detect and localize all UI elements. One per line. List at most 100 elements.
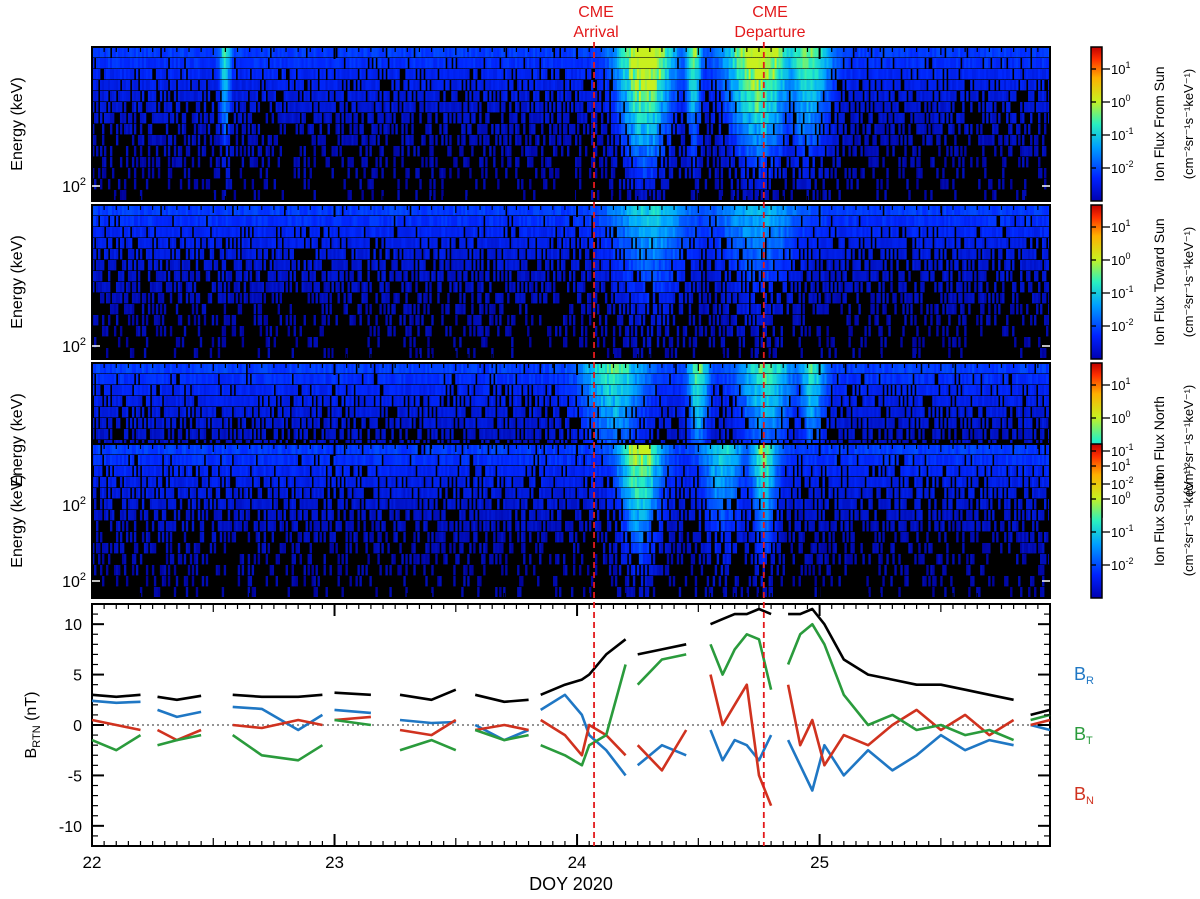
heatmap-cell <box>630 80 634 91</box>
heatmap-cell <box>239 168 243 179</box>
heatmap-cell <box>628 80 632 91</box>
heatmap-cell <box>962 113 965 124</box>
heatmap-cell <box>203 80 207 91</box>
heatmap-cell <box>217 69 221 80</box>
heatmap-cell <box>291 69 294 80</box>
heatmap-cell <box>235 80 239 91</box>
heatmap-cell <box>467 157 470 168</box>
heatmap-cell <box>167 69 171 80</box>
heatmap-cell <box>385 113 388 124</box>
heatmap-cell <box>870 102 873 113</box>
heatmap-cell <box>313 146 316 157</box>
heatmap-cell <box>860 91 863 102</box>
heatmap-cell <box>567 91 570 102</box>
heatmap-cell <box>225 47 229 58</box>
heatmap-cell <box>235 58 239 69</box>
heatmap-cell <box>131 315 135 326</box>
heatmap-cell <box>393 168 396 179</box>
heatmap-cell <box>373 91 376 102</box>
heatmap-cell <box>101 227 105 238</box>
heatmap-cell <box>457 135 460 146</box>
heatmap-cell <box>543 80 546 91</box>
heatmap-cell <box>329 80 332 91</box>
heatmap-cell <box>157 80 161 91</box>
heatmap-cell <box>215 124 219 135</box>
heatmap-cell <box>223 58 227 69</box>
heatmap-cell <box>231 146 235 157</box>
heatmap-cell <box>101 80 105 91</box>
heatmap-cell <box>123 102 127 113</box>
heatmap-cell <box>475 58 478 69</box>
heatmap-cell <box>606 135 610 146</box>
heatmap-cell <box>401 124 404 135</box>
heatmap-cell <box>173 146 177 157</box>
heatmap-cell <box>409 135 412 146</box>
heatmap-cell <box>293 315 296 326</box>
heatmap-cell <box>121 113 125 124</box>
heatmap-cell <box>850 47 853 58</box>
heatmap-cell <box>924 102 927 113</box>
heatmap-cell <box>247 80 251 91</box>
heatmap-cell <box>293 58 296 69</box>
heatmap-cell <box>151 157 155 168</box>
heatmap-cell <box>549 168 552 179</box>
heatmap-cell <box>886 168 889 179</box>
heatmap-cell <box>367 47 370 58</box>
heatmap-cell <box>618 58 622 69</box>
heatmap-cell <box>239 113 243 124</box>
heatmap-cell <box>347 58 350 69</box>
heatmap-cell <box>205 69 209 80</box>
heatmap-cell <box>698 102 702 113</box>
heatmap-cell <box>545 113 548 124</box>
heatmap-cell <box>157 315 161 326</box>
heatmap-cell <box>263 179 267 190</box>
heatmap-cell <box>213 58 217 69</box>
heatmap-cell <box>505 91 508 102</box>
heatmap-cell <box>956 146 959 157</box>
heatmap-cell <box>662 190 666 201</box>
heatmap-cell <box>355 124 358 135</box>
heatmap-cell <box>403 47 406 58</box>
heatmap-cell <box>385 157 388 168</box>
heatmap-cell <box>519 135 522 146</box>
heatmap-cell <box>191 113 195 124</box>
heatmap-cell <box>349 58 352 69</box>
heatmap-cell <box>221 124 225 135</box>
heatmap-cell <box>445 113 448 124</box>
heatmap-cell <box>355 91 358 102</box>
heatmap-cell <box>303 47 306 58</box>
heatmap-cell <box>539 80 542 91</box>
heatmap-cell <box>347 190 350 201</box>
heatmap-cell <box>279 47 283 58</box>
heatmap-cell <box>571 80 574 91</box>
heatmap-cell <box>209 69 213 80</box>
heatmap-cell <box>183 91 187 102</box>
heatmap-cell <box>337 135 340 146</box>
heatmap-cell <box>730 179 734 190</box>
heatmap-cell <box>836 135 839 146</box>
heatmap-cell <box>453 91 456 102</box>
heatmap-cell <box>255 135 259 146</box>
heatmap-cell <box>159 80 163 91</box>
heatmap-cell <box>291 348 294 359</box>
heatmap-cell <box>425 157 428 168</box>
heatmap-cell <box>600 80 604 91</box>
heatmap-cell <box>307 102 310 113</box>
heatmap-cell <box>92 91 95 102</box>
heatmap-cell <box>207 91 211 102</box>
heatmap-cell <box>836 146 839 157</box>
heatmap-cell <box>537 135 540 146</box>
heatmap-cell <box>620 69 624 80</box>
heatmap-cell <box>620 124 624 135</box>
heatmap-cell <box>584 146 588 157</box>
heatmap-cell <box>576 102 580 113</box>
heatmap-cell <box>321 69 324 80</box>
heatmap-cell <box>117 69 121 80</box>
heatmap-cell <box>281 205 284 216</box>
heatmap-cell <box>567 69 570 80</box>
heatmap-cell <box>291 58 294 69</box>
heatmap-cell <box>105 69 109 80</box>
heatmap-cell <box>315 69 318 80</box>
heatmap-cell <box>1036 135 1039 146</box>
heatmap-cell <box>285 58 288 69</box>
